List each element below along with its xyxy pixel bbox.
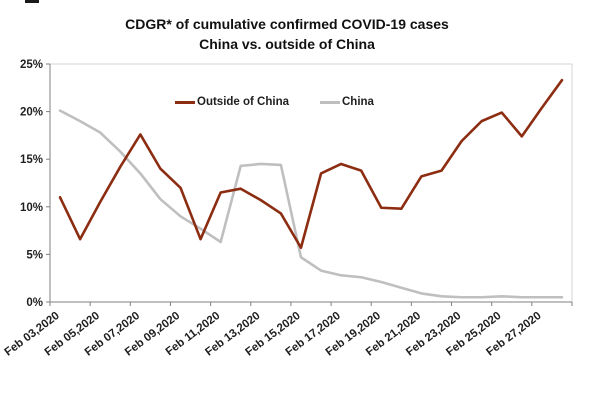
legend-line-swatch-outside-of-china	[175, 100, 195, 104]
series-line-china	[58, 109, 564, 299]
legend-item-outside-of-china: Outside of China	[175, 94, 289, 110]
plot-border	[49, 63, 573, 303]
y-tick-label: 0%	[26, 297, 43, 309]
y-tick-label: 20%	[20, 107, 43, 119]
chart-title-line2: China vs. outside of China	[199, 36, 375, 52]
y-tick-label: 25%	[20, 59, 43, 71]
chart-legend: Outside of China China	[0, 94, 600, 110]
screen-edge-artifact	[25, 0, 39, 3]
y-tick-label: 5%	[26, 249, 43, 261]
y-tick-label: 15%	[20, 154, 43, 166]
chart-title-line1: CDGR* of cumulative confirmed COVID-19 c…	[125, 16, 449, 32]
series-line-outside-of-china	[58, 78, 564, 250]
chart-title: CDGR* of cumulative confirmed COVID-19 c…	[0, 14, 574, 54]
y-tick-label: 10%	[20, 202, 43, 214]
legend-line-swatch-china	[320, 100, 340, 104]
legend-item-china: China	[320, 94, 374, 110]
legend-label-outside-of-china: Outside of China	[197, 96, 289, 108]
legend-label-china: China	[342, 96, 374, 108]
